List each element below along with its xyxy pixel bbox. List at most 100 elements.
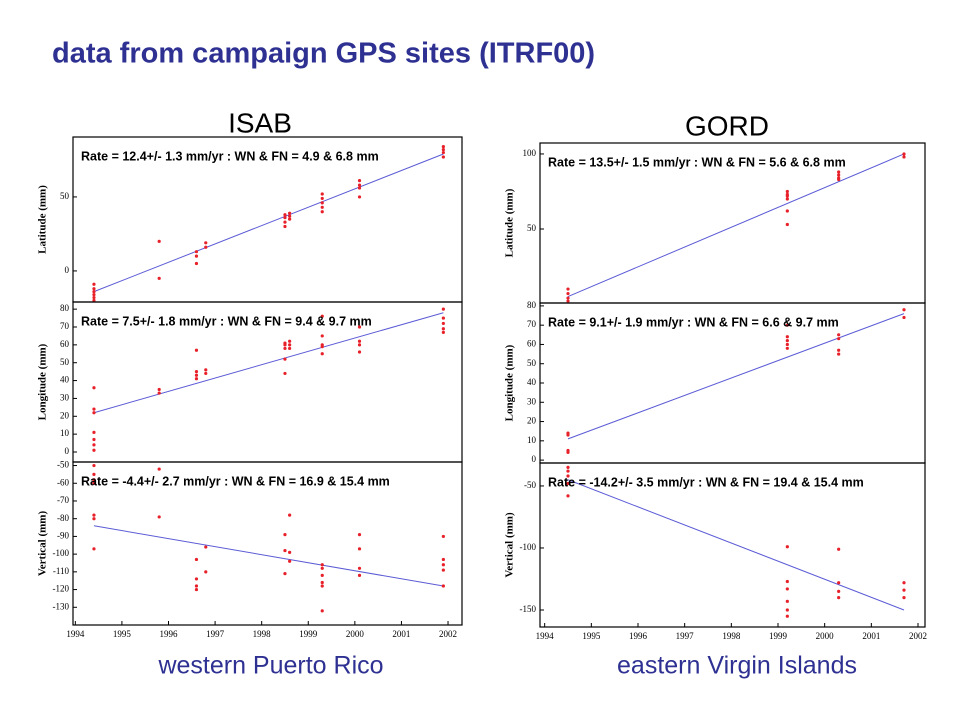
- data-point: [283, 357, 287, 361]
- data-point: [785, 209, 789, 213]
- data-point: [204, 371, 208, 376]
- data-point: [785, 197, 789, 201]
- data-point: [837, 337, 841, 341]
- data-point: [785, 599, 789, 603]
- site-caption: eastern Virgin Islands: [617, 652, 857, 680]
- data-point: [902, 588, 906, 592]
- data-point: [320, 210, 324, 214]
- y-tick-label: 80: [527, 300, 537, 310]
- y-tick-label: 0: [65, 446, 70, 456]
- site-caption: western Puerto Rico: [157, 652, 383, 680]
- data-point: [92, 282, 96, 286]
- data-point: [441, 584, 445, 588]
- data-point: [441, 327, 445, 331]
- data-point: [283, 346, 287, 351]
- data-point: [785, 587, 789, 591]
- data-point: [441, 155, 445, 159]
- data-point: [157, 467, 161, 471]
- data-point: [785, 335, 789, 339]
- x-tick-label: 2001: [862, 631, 880, 641]
- trend-line: [93, 153, 444, 293]
- y-tick-label: -70: [57, 495, 69, 505]
- data-point: [357, 547, 362, 551]
- x-tick-label: 1998: [722, 631, 741, 641]
- data-point: [837, 595, 841, 600]
- data-point: [288, 214, 292, 218]
- data-point: [320, 609, 324, 613]
- y-tick-label: 70: [527, 319, 537, 329]
- data-point: [566, 450, 570, 454]
- data-point: [320, 580, 324, 585]
- data-point: [566, 299, 570, 303]
- data-point: [785, 346, 789, 350]
- data-point: [92, 513, 96, 517]
- data-point: [92, 463, 96, 468]
- data-point: [902, 152, 906, 156]
- data-point: [283, 533, 287, 537]
- data-point: [441, 557, 445, 562]
- data-point: [194, 557, 199, 562]
- data-point: [283, 548, 287, 553]
- data-point: [320, 192, 324, 196]
- data-point: [92, 287, 96, 291]
- data-point: [194, 250, 199, 254]
- y-tick-label: 30: [527, 396, 537, 406]
- data-point: [357, 566, 362, 570]
- x-tick-label: 1998: [253, 629, 272, 639]
- data-point: [92, 386, 96, 390]
- data-point: [92, 293, 96, 297]
- data-point: [566, 469, 570, 473]
- data-point: [357, 339, 362, 343]
- y-axis-label: Longitude (mm): [37, 343, 49, 420]
- y-tick-label: 50: [527, 223, 537, 233]
- rate-annotation: Rate = 13.5+/- 1.5 mm/yr : WN & FN = 5.6…: [548, 155, 846, 169]
- data-point: [837, 547, 841, 551]
- data-point: [785, 323, 789, 327]
- data-point: [283, 341, 287, 345]
- data-point: [357, 573, 362, 577]
- trend-line: [567, 153, 905, 298]
- site-name: GORD: [685, 110, 769, 141]
- data-point: [92, 443, 96, 447]
- y-tick-label: 40: [527, 377, 537, 387]
- panel-frame: [72, 461, 463, 626]
- data-point: [204, 241, 208, 245]
- y-tick-label: -100: [53, 548, 70, 558]
- data-point: [157, 387, 161, 392]
- data-point: [283, 572, 287, 576]
- data-point: [902, 581, 906, 585]
- x-tick-label: 1997: [206, 629, 225, 639]
- data-point: [157, 391, 161, 395]
- y-tick-label: -60: [57, 477, 69, 487]
- data-point: [320, 566, 324, 570]
- data-point: [320, 196, 324, 201]
- data-point: [288, 217, 292, 221]
- x-tick-label: 2002: [439, 629, 457, 639]
- data-point: [157, 276, 161, 280]
- data-point: [785, 189, 789, 194]
- data-point: [837, 352, 841, 356]
- rate-annotation: Rate = -14.2+/- 3.5 mm/yr : WN & FN = 19…: [548, 475, 864, 489]
- y-tick-label: 60: [60, 339, 70, 349]
- data-point: [92, 411, 96, 415]
- trend-line: [93, 525, 444, 587]
- data-point: [902, 155, 906, 159]
- data-point: [785, 194, 789, 198]
- data-point: [288, 513, 292, 517]
- y-tick-label: -90: [57, 530, 69, 540]
- data-point: [566, 465, 570, 469]
- data-point: [283, 213, 287, 217]
- data-point: [194, 373, 199, 377]
- data-point: [204, 368, 208, 372]
- data-point: [837, 581, 841, 585]
- data-point: [357, 533, 362, 537]
- rate-annotation: Rate = 7.5+/- 1.8 mm/yr : WN & FN = 9.4 …: [81, 314, 372, 328]
- data-point: [194, 348, 199, 352]
- data-point: [92, 478, 96, 482]
- data-point: [837, 173, 841, 177]
- y-tick-label: 100: [523, 148, 537, 158]
- data-point: [566, 287, 570, 291]
- rate-annotation: Rate = 12.4+/- 1.3 mm/yr : WN & FN = 4.9…: [81, 149, 379, 163]
- data-point: [357, 343, 362, 347]
